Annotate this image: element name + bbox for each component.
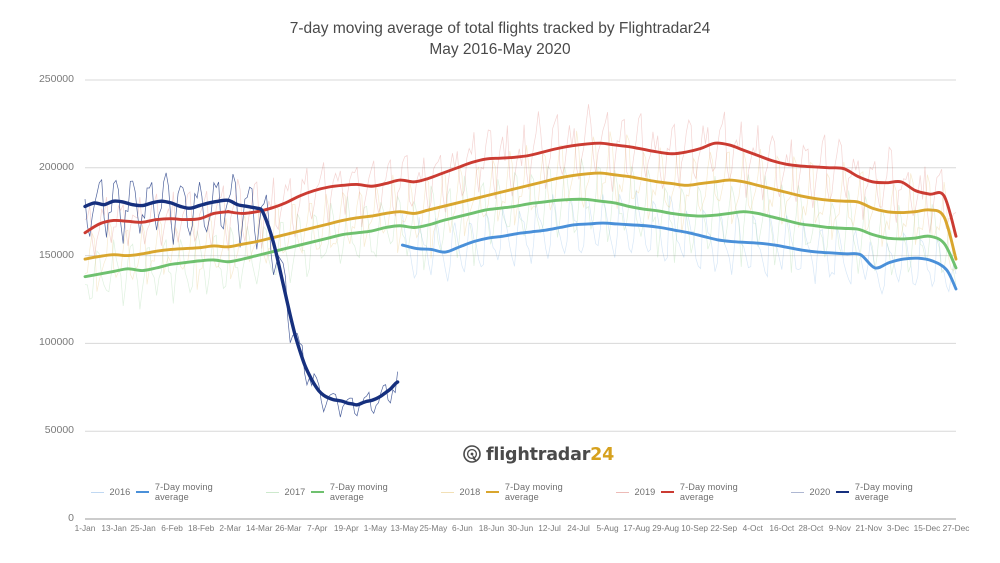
moving-average-line-2018	[83, 171, 958, 261]
legend-ma-swatch-2017	[311, 491, 324, 493]
x-axis-tick-label: 30-Jun	[507, 523, 534, 533]
watermark-suffix: 24	[590, 445, 615, 465]
x-axis-tick-label: 21-Nov	[855, 523, 883, 533]
legend-raw-swatch-2020	[791, 491, 804, 493]
legend-ma-label: 7-Day moving average	[504, 482, 563, 502]
chart-legend: 2016 7-Day moving average 2017 7-Day moving…	[85, 482, 960, 502]
y-axis-tick-label: 100000	[38, 336, 74, 349]
y-axis-tick-label: 50000	[44, 424, 74, 437]
x-axis-tick-label: 1-May	[363, 523, 387, 533]
x-axis-tick-label: 13-Jan	[101, 523, 127, 533]
gridlines	[85, 79, 956, 520]
chart-title-line1: 7-day moving average of total flights tr…	[289, 20, 711, 37]
legend-entry-2020[interactable]: 2020 7-Day moving average	[785, 482, 960, 502]
x-axis-tick-label: 7-Apr	[307, 523, 328, 533]
x-axis-tick-label: 13-May	[390, 523, 419, 533]
x-axis-tick-label: 15-Dec	[913, 523, 941, 533]
chart-title-line2: May 2016-May 2020	[429, 41, 571, 58]
x-axis-tick-label: 4-Oct	[742, 523, 763, 533]
legend-entry-2017[interactable]: 2017 7-Day moving average	[260, 482, 435, 502]
x-axis-tick-label: 5-Aug	[596, 523, 619, 533]
x-axis-tick-label: 3-Dec	[886, 523, 909, 533]
x-axis-tick-label: 19-Apr	[333, 523, 359, 533]
raw-daily-line-2017	[84, 158, 957, 310]
legend-raw-swatch-2019	[616, 491, 629, 493]
legend-year-label: 2020	[809, 487, 831, 497]
x-axis-tick-label: 25-Jan	[130, 523, 156, 533]
legend-ma-swatch-2020	[836, 491, 849, 493]
x-axis-tick-label: 29-Aug	[652, 523, 680, 533]
x-axis-tick-label: 1-Jan	[74, 523, 96, 533]
y-axis-tick-label: 200000	[38, 160, 74, 173]
moving-average-lines	[83, 141, 958, 407]
y-axis-tick-label: 0	[68, 512, 74, 524]
watermark-name: flightradar	[486, 445, 591, 465]
legend-raw-swatch-2017	[266, 491, 279, 493]
legend-raw-swatch-2018	[441, 491, 454, 493]
x-axis-tick-label: 18-Jun	[478, 523, 505, 533]
legend-year-label: 2016	[109, 487, 131, 497]
legend-year-label: 2019	[634, 487, 656, 497]
chart-title: 7-day moving average of total flights tr…	[0, 18, 1000, 60]
x-axis-tick-label: 25-May	[419, 523, 448, 533]
legend-ma-label: 7-Day moving average	[679, 482, 738, 502]
raw-daily-line-2016	[402, 189, 957, 296]
legend-raw-swatch-2016	[91, 491, 104, 493]
x-axis-tick-label: 14-Mar	[246, 523, 273, 533]
legend-ma-label: 7-Day moving average	[854, 482, 913, 502]
x-axis-tick-label: 24-Jul	[567, 523, 590, 533]
watermark-text: flightradar24	[486, 445, 614, 465]
legend-ma-swatch-2019	[661, 491, 674, 493]
y-axis-tick-label: 150000	[38, 248, 74, 261]
legend-entry-2018[interactable]: 2018 7-Day moving average	[435, 482, 610, 502]
legend-entry-2019[interactable]: 2019 7-Day moving average	[610, 482, 785, 502]
legend-year-label: 2018	[459, 487, 481, 497]
moving-average-line-2019	[83, 141, 958, 238]
radar-icon	[463, 445, 481, 463]
x-axis-tick-label: 28-Oct	[798, 523, 824, 533]
legend-year-label: 2017	[284, 487, 306, 497]
x-axis-tick-label: 17-Aug	[623, 523, 650, 533]
legend-entry-2016[interactable]: 2016 7-Day moving average	[85, 482, 260, 502]
x-axis-tick-label: 27-Dec	[942, 523, 970, 533]
x-axis-tick-label: 18-Feb	[187, 523, 215, 533]
x-axis-tick-label: 9-Nov	[828, 523, 851, 533]
legend-ma-swatch-2018	[486, 491, 499, 493]
x-axis-tick-label: 12-Jul	[538, 523, 561, 533]
x-axis-tick-label: 6-Feb	[161, 523, 183, 533]
legend-ma-label: 7-Day moving average	[329, 482, 388, 502]
legend-ma-label: 7-Day moving average	[154, 482, 213, 502]
moving-average-line-2017	[83, 197, 958, 279]
x-axis-tick-label: 6-Jun	[452, 523, 473, 533]
moving-average-line-2020	[83, 198, 400, 407]
flightradar24-watermark: flightradar24	[462, 442, 614, 468]
x-axis-tick-label: 16-Oct	[769, 523, 795, 533]
moving-average-line-2016	[400, 221, 958, 291]
y-axis-tick-label: 250000	[38, 73, 74, 85]
x-axis-tick-label: 26-Mar	[275, 523, 302, 533]
x-axis-tick-label: 2-Mar	[219, 523, 241, 533]
x-axis-tick-label: 10-Sep	[681, 523, 709, 533]
x-axis-tick-label: 22-Sep	[710, 523, 738, 533]
legend-ma-swatch-2016	[136, 491, 149, 493]
raw-daily-line-2018	[84, 130, 957, 292]
